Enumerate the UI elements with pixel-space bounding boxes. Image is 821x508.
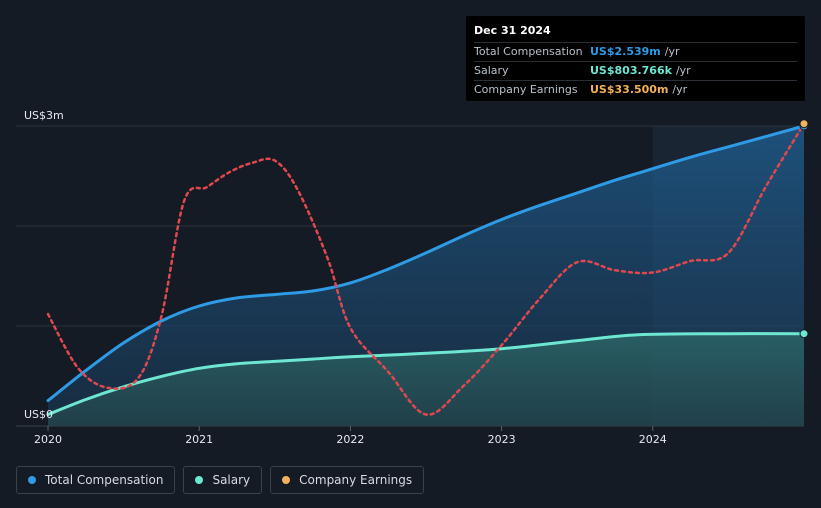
tooltip-value: US$803.766k bbox=[590, 64, 672, 77]
legend-label: Salary bbox=[212, 473, 251, 487]
x-tick-label: 2021 bbox=[185, 433, 213, 446]
line-salary bbox=[46, 332, 806, 416]
tooltip-label: Salary bbox=[474, 64, 509, 77]
legend-item-total-compensation[interactable]: Total Compensation bbox=[16, 466, 176, 494]
y-axis: US$3m US$0 bbox=[24, 109, 64, 421]
x-tick-label: 2022 bbox=[336, 433, 364, 446]
tooltip-unit: /yr bbox=[675, 64, 691, 77]
tooltip: Dec 31 2024 Total Compensation US$2.539m… bbox=[466, 16, 805, 101]
series-areas bbox=[48, 126, 804, 426]
x-tick-label: 2020 bbox=[34, 433, 62, 446]
end-markers bbox=[799, 119, 809, 339]
y-tick-label-bottom: US$0 bbox=[24, 408, 53, 421]
x-axis: 2020 2021 2022 2023 2024 bbox=[34, 426, 667, 446]
line-company-earnings bbox=[46, 122, 806, 416]
x-tick-label: 2023 bbox=[488, 433, 516, 446]
legend-item-company-earnings[interactable]: Company Earnings bbox=[270, 466, 425, 494]
legend-label: Company Earnings bbox=[299, 473, 413, 487]
tooltip-row-company-earnings: Company Earnings US$33.500m /yr bbox=[474, 81, 797, 99]
tooltip-row-salary: Salary US$803.766k /yr bbox=[474, 62, 797, 81]
legend-dot-icon bbox=[28, 476, 36, 484]
area-salary bbox=[48, 333, 804, 426]
legend-item-salary[interactable]: Salary bbox=[183, 466, 263, 494]
legend-dot-icon bbox=[282, 476, 291, 484]
tooltip-date: Dec 31 2024 bbox=[474, 24, 797, 43]
end-marker-salary bbox=[799, 329, 809, 339]
legend: Total Compensation Salary Company Earnin… bbox=[16, 466, 425, 494]
line-total-compensation bbox=[46, 124, 806, 403]
tooltip-row-total-compensation: Total Compensation US$2.539m /yr bbox=[474, 43, 797, 62]
legend-label: Total Compensation bbox=[45, 473, 164, 487]
tooltip-unit: /yr bbox=[664, 45, 680, 58]
tooltip-unit: /yr bbox=[672, 83, 688, 96]
y-tick-label-top: US$3m bbox=[24, 109, 64, 122]
tooltip-value: US$2.539m bbox=[590, 45, 661, 58]
end-marker-company-earnings bbox=[799, 119, 809, 129]
series-lines bbox=[46, 122, 806, 416]
tooltip-label: Total Compensation bbox=[474, 45, 583, 58]
legend-dot-icon bbox=[195, 476, 204, 484]
x-tick-label: 2024 bbox=[639, 433, 667, 446]
tooltip-value: US$33.500m bbox=[590, 83, 669, 96]
tooltip-label: Company Earnings bbox=[474, 83, 578, 96]
